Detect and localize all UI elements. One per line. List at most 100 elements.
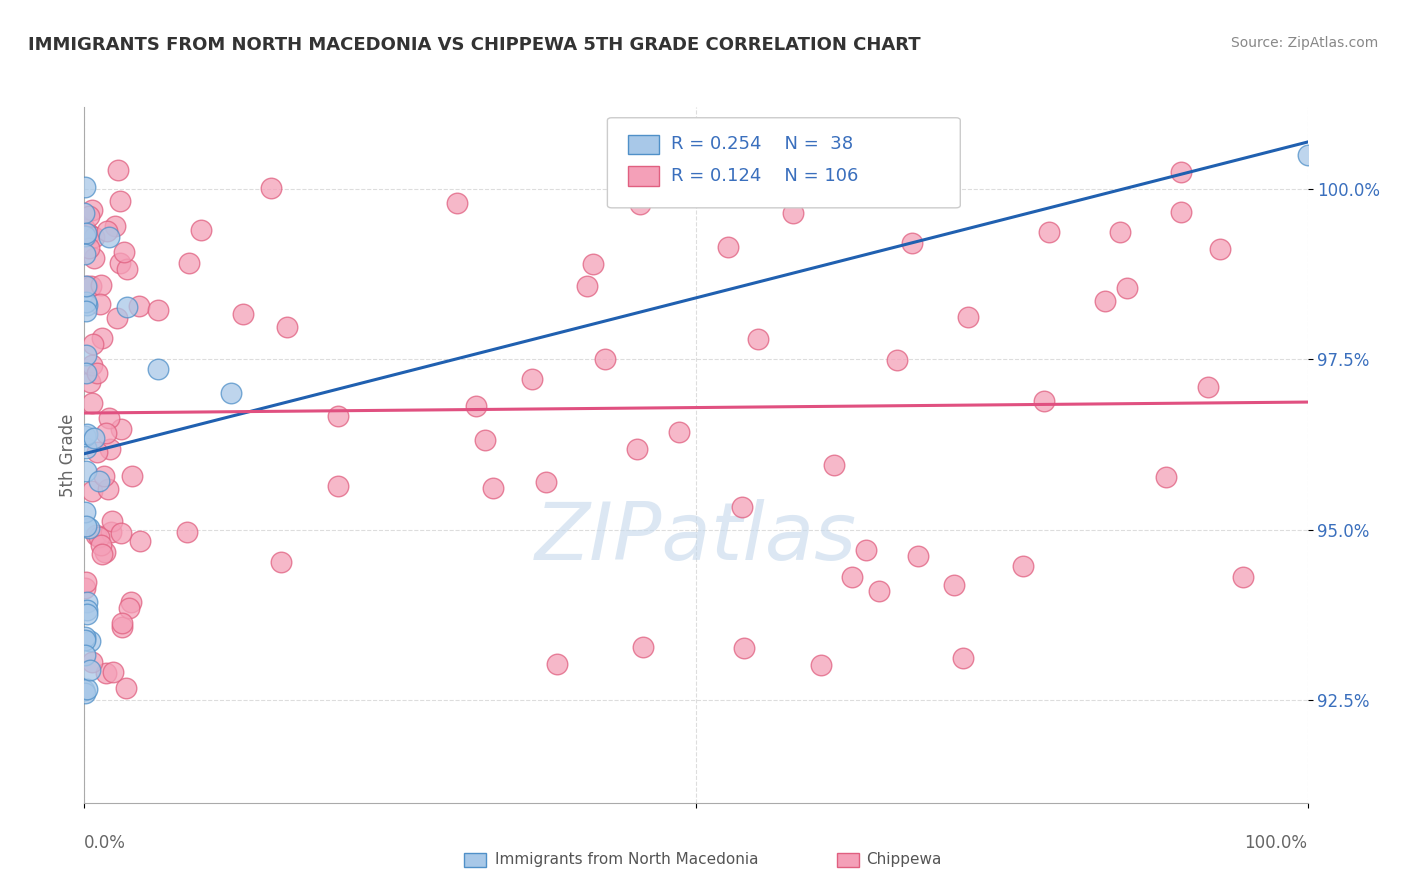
Point [91,331,114,345]
Point [1209,242,1232,256]
Point [1038,225,1060,239]
Point [326,479,349,493]
Point [118,600,141,615]
Point [89,296,111,310]
Point [97,482,120,496]
Point [546,657,568,672]
Point [86,445,108,459]
Point [190,223,212,237]
Point [75,304,97,318]
Point [90,538,112,552]
Point [731,500,754,514]
Point [87,474,110,488]
Point [232,307,254,321]
Text: R = 0.254    N =  38: R = 0.254 N = 38 [671,135,853,153]
Point [73,179,96,194]
Point [628,197,651,211]
Point [82,656,104,670]
Point [84,528,107,542]
Point [83,251,105,265]
Text: Source: ZipAtlas.com: Source: ZipAtlas.com [1230,36,1378,50]
Point [270,555,292,569]
Point [120,595,142,609]
Point [76,603,98,617]
Point [110,194,132,209]
Point [93,469,115,483]
Point [94,425,117,440]
Point [110,256,132,270]
Text: IMMIGRANTS FROM NORTH MACEDONIA VS CHIPPEWA 5TH GRADE CORRELATION CHART: IMMIGRANTS FROM NORTH MACEDONIA VS CHIPP… [28,36,921,54]
Point [121,469,143,483]
Point [259,181,281,195]
Point [77,521,100,535]
Point [76,279,98,293]
Point [810,657,832,672]
Point [101,514,124,528]
Point [112,245,135,260]
Point [76,295,98,310]
Point [75,279,97,293]
Point [73,247,96,261]
Point [73,630,96,644]
Point [841,570,863,584]
Point [73,686,96,700]
Point [952,651,974,665]
Point [1232,570,1254,584]
Point [73,229,96,244]
Point [77,227,100,242]
Text: R = 0.124    N = 106: R = 0.124 N = 106 [671,167,858,185]
Point [128,299,150,313]
Point [1012,558,1035,573]
Point [115,262,138,277]
Point [90,547,112,561]
Point [631,640,654,655]
Point [115,300,138,314]
Point [219,385,242,400]
Text: ZIPatlas: ZIPatlas [534,500,858,577]
Point [114,681,136,695]
Point [474,433,496,447]
Point [593,351,616,366]
Point [823,458,845,472]
Text: 100.0%: 100.0% [1244,834,1308,852]
Point [80,203,103,218]
Point [77,241,100,255]
Point [717,240,740,254]
Point [75,464,97,478]
Point [76,595,98,609]
Point [1094,293,1116,308]
Point [75,366,97,380]
Point [75,441,97,455]
Point [83,229,105,244]
Point [76,298,98,312]
Point [73,428,96,442]
Point [111,620,134,634]
Point [75,581,97,595]
Point [75,648,97,662]
Point [747,332,769,346]
Point [146,302,169,317]
Point [105,311,128,326]
Point [75,505,97,519]
Point [146,361,169,376]
Point [110,422,132,436]
Point [626,442,648,456]
Point [110,525,132,540]
Point [1170,205,1192,219]
Point [1296,148,1319,162]
Point [868,584,890,599]
Point [107,163,129,178]
Point [900,236,922,251]
Point [75,222,97,236]
Point [86,366,108,380]
Point [90,277,112,292]
Point [176,525,198,540]
Point [1033,394,1056,409]
Point [80,279,103,293]
Point [97,229,120,244]
Point [79,633,101,648]
Point [942,577,965,591]
Point [80,358,103,372]
Point [1156,470,1178,484]
Point [98,442,121,456]
